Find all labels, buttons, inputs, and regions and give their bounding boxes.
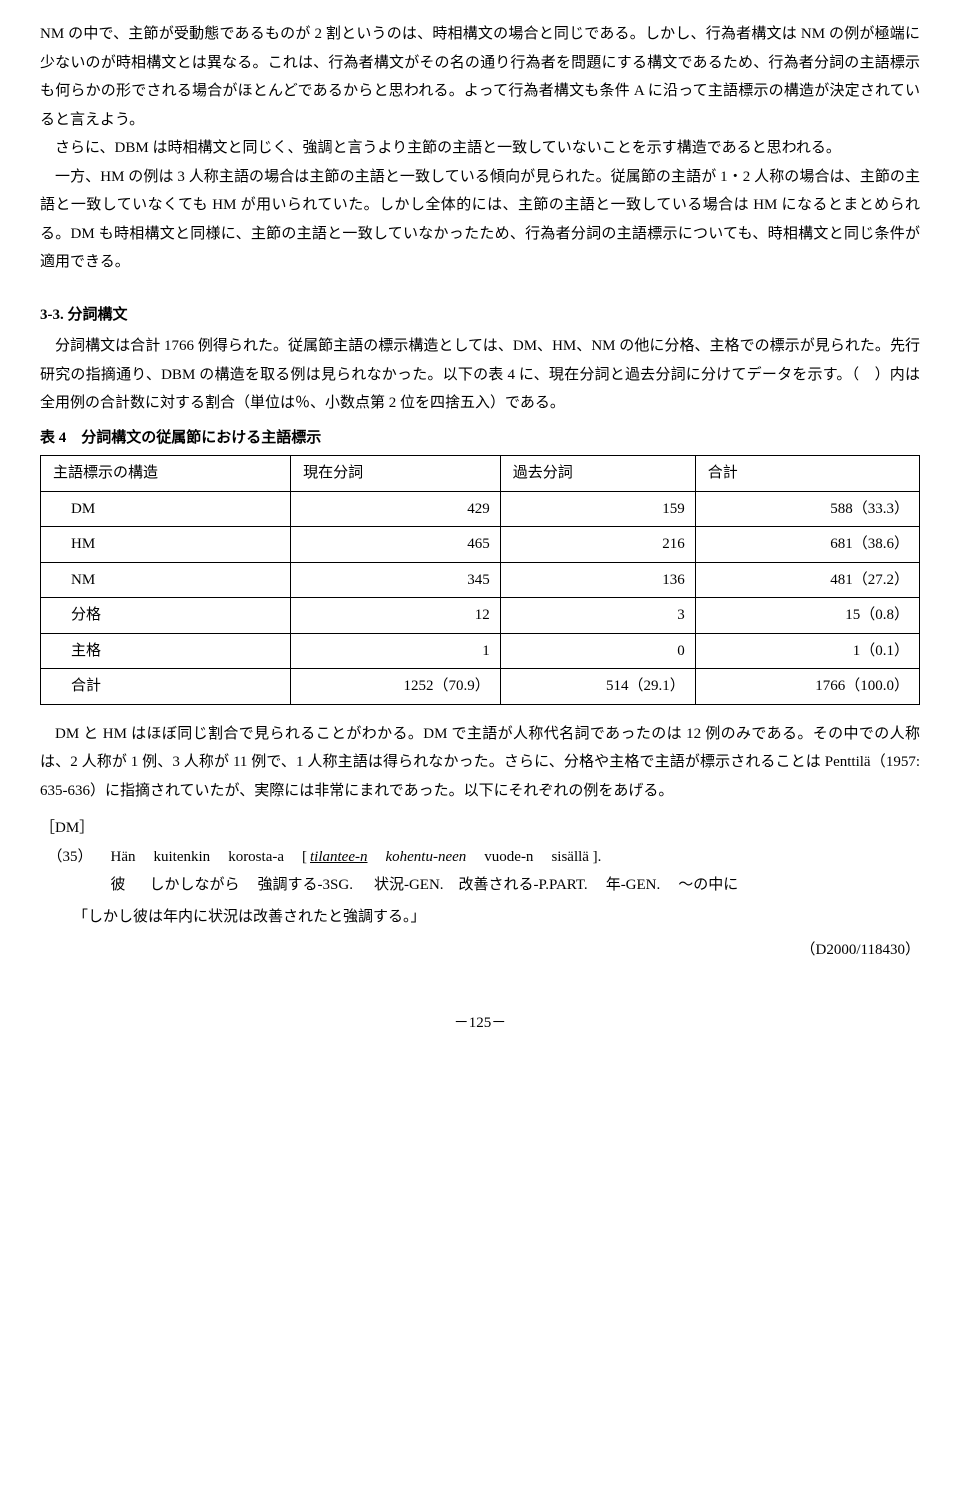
table-header-row: 主語標示の構造 現在分詞 過去分詞 合計 bbox=[41, 456, 920, 492]
gloss-word: tilantee-n bbox=[310, 843, 385, 872]
gloss-word: ～の中に bbox=[678, 871, 756, 900]
cell: HM bbox=[41, 527, 291, 563]
table-row: 主格 1 0 1（0.1） bbox=[41, 633, 920, 669]
table-row: NM 345 136 481（27.2） bbox=[41, 562, 920, 598]
gloss-word: 改善される-P.PART. bbox=[459, 871, 606, 900]
col-header: 主語標示の構造 bbox=[41, 456, 291, 492]
gloss-word: [ bbox=[302, 843, 310, 872]
gloss-word: korosta-a bbox=[228, 843, 302, 872]
table-4: 主語標示の構造 現在分詞 過去分詞 合計 DM 429 159 588（33.3… bbox=[40, 455, 920, 705]
gloss-line-2: （35） 彼 しかしながら 強調する-3SG. 状況-GEN. 改善される-P.… bbox=[48, 871, 921, 900]
example-label: ［DM］ bbox=[40, 814, 920, 843]
gloss-word: 年-GEN. bbox=[606, 871, 679, 900]
paragraph-3: 一方、HM の例は 3 人称主語の場合は主節の主語と一致している傾向が見られた。… bbox=[40, 163, 920, 277]
table-row: 分格 12 3 15（0.8） bbox=[41, 598, 920, 634]
cell: 主格 bbox=[41, 633, 291, 669]
table-title: 表 4 分詞構文の従属節における主語標示 bbox=[40, 424, 920, 453]
cell: 0 bbox=[500, 633, 695, 669]
cell: 514（29.1） bbox=[500, 669, 695, 705]
cell: 1（0.1） bbox=[695, 633, 919, 669]
cell: DM bbox=[41, 491, 291, 527]
cell: 分格 bbox=[41, 598, 291, 634]
gloss-word: vuode-n bbox=[484, 843, 551, 872]
cell: 465 bbox=[291, 527, 501, 563]
paragraph-1: NM の中で、主節が受動態であるものが 2 割というのは、時相構文の場合と同じで… bbox=[40, 20, 920, 134]
cell: 136 bbox=[500, 562, 695, 598]
gloss-line-1: （35） Hän kuitenkin korosta-a [ tilantee-… bbox=[48, 843, 921, 872]
cell: 1766（100.0） bbox=[695, 669, 919, 705]
example-source: （D2000/118430） bbox=[40, 936, 920, 965]
cell: 3 bbox=[500, 598, 695, 634]
gloss-word: 強調する-3SG. bbox=[258, 871, 371, 900]
paragraph-5: DM と HM はほぼ同じ割合で見られることがわかる。DM で主語が人称代名詞で… bbox=[40, 720, 920, 806]
gloss-word: sisällä ]. bbox=[551, 843, 619, 872]
table-row: HM 465 216 681（38.6） bbox=[41, 527, 920, 563]
cell: 1252（70.9） bbox=[291, 669, 501, 705]
col-header: 現在分詞 bbox=[291, 456, 501, 492]
section-title: 3-3. 分詞構文 bbox=[40, 301, 920, 330]
cell: 588（33.3） bbox=[695, 491, 919, 527]
cell: 159 bbox=[500, 491, 695, 527]
paragraph-4: 分詞構文は合計 1766 例得られた。従属節主語の標示構造としては、DM、HM、… bbox=[40, 332, 920, 418]
cell: 429 bbox=[291, 491, 501, 527]
paragraph-2: さらに、DBM は時相構文と同じく、強調と言うより主節の主語と一致していないこと… bbox=[40, 134, 920, 163]
table-row: DM 429 159 588（33.3） bbox=[41, 491, 920, 527]
gloss-word: kuitenkin bbox=[154, 843, 229, 872]
gloss-word: 彼 bbox=[111, 871, 150, 900]
cell: 12 bbox=[291, 598, 501, 634]
col-header: 過去分詞 bbox=[500, 456, 695, 492]
cell: 1 bbox=[291, 633, 501, 669]
col-header: 合計 bbox=[695, 456, 919, 492]
cell: 681（38.6） bbox=[695, 527, 919, 563]
cell: 345 bbox=[291, 562, 501, 598]
page-number: －125－ bbox=[40, 1009, 920, 1038]
cell: 216 bbox=[500, 527, 695, 563]
gloss-word: しかしながら bbox=[150, 871, 258, 900]
cell: NM bbox=[41, 562, 291, 598]
gloss-word: Hän bbox=[111, 843, 154, 872]
gloss-word: 状況-GEN. bbox=[374, 871, 459, 900]
gloss-word: kohentu-neen bbox=[385, 843, 484, 872]
ex-num: （35） bbox=[48, 843, 111, 872]
cell: 合計 bbox=[41, 669, 291, 705]
table-row: 合計 1252（70.9） 514（29.1） 1766（100.0） bbox=[41, 669, 920, 705]
example-translation: 「しかし彼は年内に状況は改善されたと強調する。」 bbox=[73, 903, 920, 932]
cell: 15（0.8） bbox=[695, 598, 919, 634]
cell: 481（27.2） bbox=[695, 562, 919, 598]
